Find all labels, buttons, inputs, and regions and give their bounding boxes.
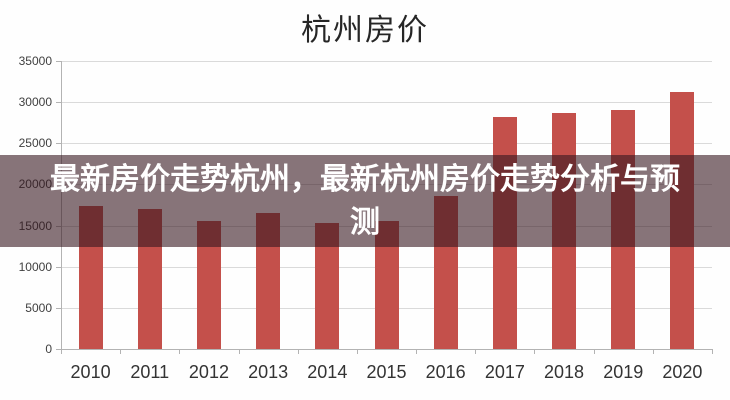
chart-title: 杭州房价: [301, 14, 429, 47]
y-axis-tick-label: 35000: [18, 54, 52, 68]
x-axis-label-2019: 2019: [603, 362, 644, 382]
x-axis-tick: [475, 349, 477, 354]
x-axis-tick: [356, 349, 358, 354]
y-axis-tick-label: 30000: [18, 95, 52, 110]
x-axis-tick: [61, 349, 62, 354]
x-axis-tick: [416, 349, 418, 354]
gridline-30000: [61, 102, 712, 104]
x-axis-label-2011: 2011: [130, 362, 170, 382]
y-axis-tick: [56, 349, 61, 350]
x-axis-label-2016: 2016: [425, 362, 466, 382]
x-axis-tick: [238, 349, 240, 354]
y-axis-tick: [56, 307, 61, 309]
x-axis-tick: [712, 349, 713, 354]
y-axis-tick-label: 25000: [18, 136, 52, 151]
x-axis-tick: [534, 349, 536, 354]
gridline-35000: [61, 61, 712, 62]
gridline-25000: [61, 143, 712, 145]
y-axis-tick: [56, 143, 61, 145]
x-axis-tick: [593, 349, 595, 354]
x-axis-tick: [120, 349, 122, 354]
x-axis-label-2015: 2015: [366, 362, 407, 382]
x-axis-label-2012: 2012: [188, 362, 229, 382]
x-axis-label-2017: 2017: [484, 362, 525, 382]
x-axis-line: [61, 349, 712, 350]
x-axis-label-2010: 2010: [70, 362, 111, 382]
y-axis-tick: [56, 102, 61, 104]
x-axis-tick: [179, 349, 181, 354]
x-axis-tick: [297, 349, 299, 354]
y-axis-tick-label: 0: [45, 342, 52, 356]
x-axis-label-2020: 2020: [662, 362, 703, 382]
y-axis-tick: [56, 61, 61, 62]
x-axis-label-2014: 2014: [307, 362, 348, 382]
y-axis-tick-label: 10000: [18, 259, 52, 274]
x-axis-tick: [652, 349, 654, 354]
headline-overlay-band: 最新房价走势杭州，最新杭州房价走势分析与预测: [0, 155, 730, 247]
x-axis-label-2013: 2013: [248, 362, 289, 382]
y-axis-tick: [56, 266, 61, 268]
y-axis-tick-label: 5000: [25, 300, 52, 315]
headline-text: 最新房价走势杭州，最新杭州房价走势分析与预测: [50, 163, 680, 239]
x-axis-label-2018: 2018: [544, 362, 585, 382]
